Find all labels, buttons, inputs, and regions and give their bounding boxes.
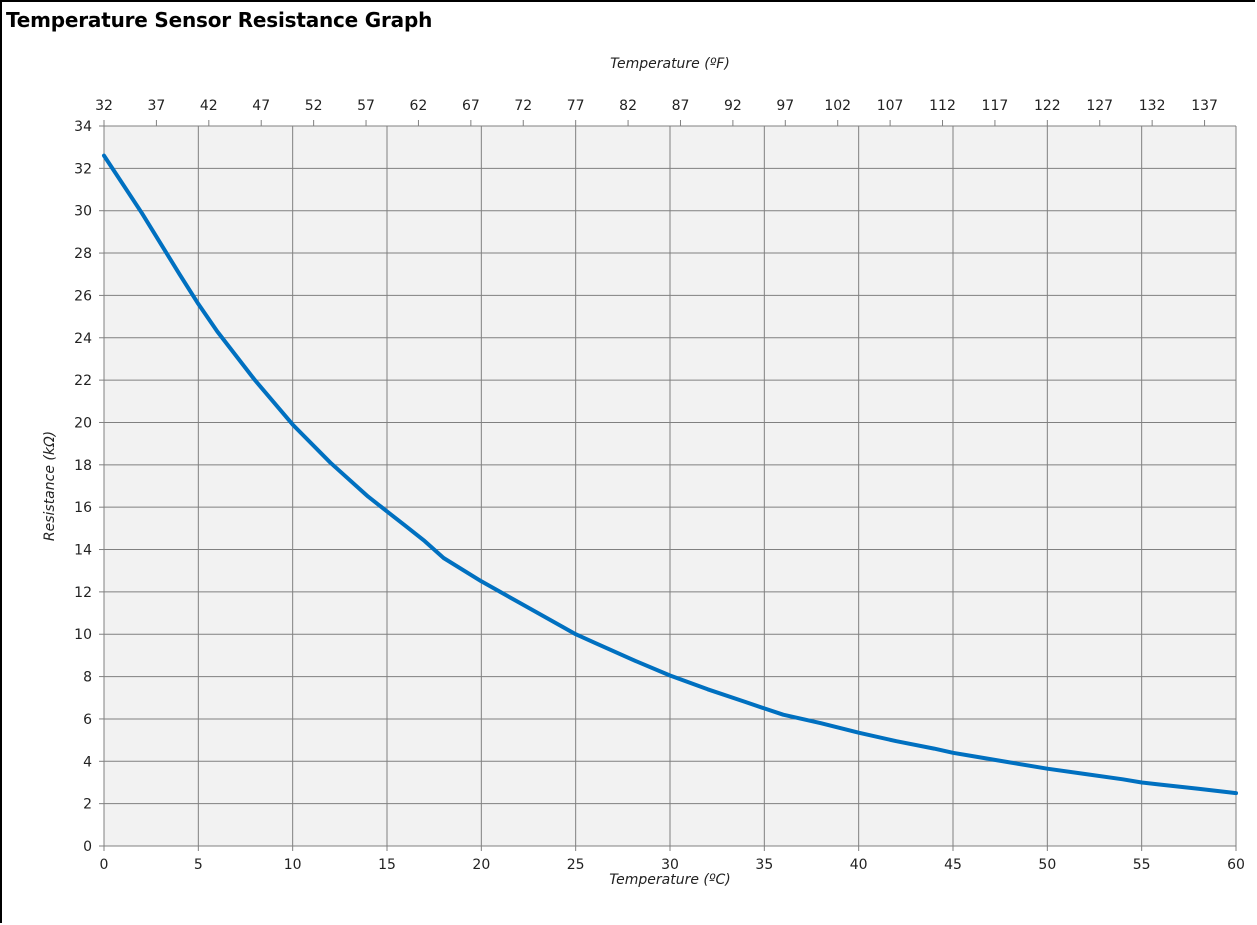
y-tick-label: 30 [74,204,92,220]
x2-tick-label: 42 [200,98,218,114]
x-axis-title: Temperature (ºC) [609,872,730,888]
y-axis-title: Resistance (kΩ) [42,431,58,541]
x2-tick-label: 57 [357,98,375,114]
x2-tick-label: 132 [1139,98,1166,114]
x2-tick-label: 37 [147,98,165,114]
x2-tick-label: 67 [462,98,480,114]
x2-tick-label: 117 [982,98,1009,114]
x-tick-label: 55 [1133,857,1151,873]
x-tick-label: 5 [194,857,203,873]
x2-tick-label: 137 [1191,98,1218,114]
y-tick-label: 22 [74,373,92,389]
y-tick-label: 2 [83,797,92,813]
x-tick-label: 60 [1227,857,1245,873]
x2-tick-label: 72 [514,98,532,114]
x2-tick-label: 52 [305,98,323,114]
x2-tick-label: 107 [877,98,904,114]
x-tick-label: 0 [100,857,109,873]
x2-tick-label: 32 [95,98,113,114]
y-tick-label: 20 [74,415,92,431]
x2-axis-title: Temperature (ºF) [610,56,730,72]
y-tick-label: 14 [74,543,92,559]
y-tick-label: 26 [74,288,92,304]
y-tick-label: 6 [83,712,92,728]
y-tick-label: 16 [74,500,92,516]
y-tick-label: 18 [74,458,92,474]
x-tick-label: 45 [944,857,962,873]
y-tick-label: 28 [74,246,92,262]
x-tick-label: 20 [472,857,490,873]
x-tick-label: 35 [755,857,773,873]
x2-tick-label: 97 [776,98,794,114]
y-tick-label: 4 [83,754,92,770]
x2-tick-label: 127 [1086,98,1113,114]
x2-tick-label: 102 [824,98,851,114]
y-tick-label: 10 [74,627,92,643]
y-tick-label: 8 [83,670,92,686]
y-tick-label: 0 [83,839,92,855]
x2-tick-label: 47 [252,98,270,114]
y-tick-label: 34 [74,119,92,135]
x2-tick-label: 122 [1034,98,1061,114]
x-tick-label: 50 [1038,857,1056,873]
x-tick-label: 10 [284,857,302,873]
x2-tick-label: 77 [567,98,585,114]
y-tick-label: 32 [74,161,92,177]
x-tick-label: 30 [661,857,679,873]
x2-tick-label: 82 [619,98,637,114]
series-line-0 [102,153,1238,796]
y-tick-label: 24 [74,331,92,347]
x-tick-label: 25 [567,857,585,873]
x2-tick-label: 62 [410,98,428,114]
y-tick-label: 12 [74,585,92,601]
x-tick-label: 40 [850,857,868,873]
x2-tick-label: 92 [724,98,742,114]
x2-tick-label: 87 [672,98,690,114]
x2-tick-label: 112 [929,98,956,114]
chart-title: Temperature Sensor Resistance Graph [6,8,433,32]
x-tick-label: 15 [378,857,396,873]
